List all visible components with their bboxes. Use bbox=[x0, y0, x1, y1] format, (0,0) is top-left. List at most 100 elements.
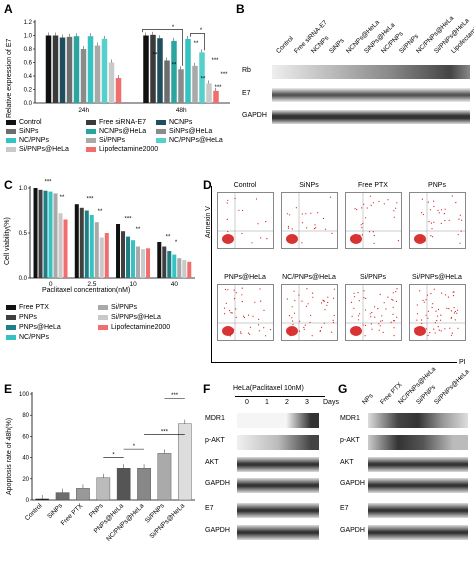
cell-dot bbox=[366, 207, 368, 209]
cell-dot bbox=[439, 319, 442, 321]
cell-dot bbox=[394, 320, 396, 322]
chart-e-bar bbox=[55, 492, 70, 501]
cell-dot bbox=[311, 335, 313, 337]
cell-dot bbox=[441, 292, 443, 294]
blot-g-band bbox=[368, 503, 468, 518]
cell-dot bbox=[242, 209, 244, 212]
cell-dot bbox=[381, 315, 383, 317]
cell-dot bbox=[232, 331, 234, 333]
cell-dot bbox=[303, 326, 305, 329]
cell-dot bbox=[241, 287, 243, 289]
legend-item: PNPs@HeLa bbox=[6, 324, 61, 331]
chart-a-ytick-label: 1.2 bbox=[24, 20, 33, 26]
cell-dot bbox=[459, 214, 461, 216]
chart-c-significance: *** bbox=[44, 180, 52, 186]
cell-dot bbox=[377, 308, 379, 310]
chart-a-ytick-label: 1.0 bbox=[24, 34, 33, 40]
blot-g-row-label: MDR1 bbox=[340, 415, 360, 422]
cell-dot bbox=[309, 321, 311, 323]
legend-swatch bbox=[6, 325, 16, 330]
cell-dot bbox=[353, 307, 355, 309]
chart-a-bar bbox=[157, 38, 163, 104]
cell-dot bbox=[304, 324, 306, 326]
cell-dot bbox=[433, 328, 435, 330]
cell-dot bbox=[378, 323, 380, 325]
blot-b-row-label: Rb bbox=[242, 67, 251, 74]
legend-label: NC/PNPs bbox=[19, 334, 49, 341]
cell-dot bbox=[433, 221, 435, 223]
cell-dot bbox=[365, 297, 367, 300]
cell-dot bbox=[421, 198, 423, 200]
cell-dot bbox=[416, 333, 418, 335]
cell-dot bbox=[240, 332, 242, 335]
legend-item: NC/PNPs@HeLa bbox=[156, 137, 223, 144]
cell-dot bbox=[295, 207, 297, 209]
blot-g-row-label: AKT bbox=[340, 459, 354, 466]
cell-dot bbox=[365, 217, 367, 219]
cell-dot bbox=[241, 294, 243, 296]
flow-panel-title: PNPs bbox=[428, 182, 446, 189]
cell-dot bbox=[332, 321, 334, 323]
chart-c-ytick-label: 1.0 bbox=[19, 186, 28, 192]
cell-dot bbox=[395, 207, 397, 209]
legend-label: Free siRNA-E7 bbox=[99, 119, 147, 126]
cell-dot bbox=[370, 323, 372, 325]
cell-dot bbox=[391, 298, 393, 300]
cell-dot bbox=[257, 223, 259, 225]
legend-item: Lipofectamine2000 bbox=[98, 324, 170, 331]
cell-dot bbox=[226, 218, 228, 220]
chart-c-significance: ** bbox=[60, 195, 65, 201]
chart-c-bar bbox=[99, 237, 104, 278]
cell-cluster bbox=[286, 326, 298, 336]
blot-b-band bbox=[272, 110, 470, 124]
chart-c-xlabel: Paclitaxel concentration(nM) bbox=[42, 287, 131, 294]
chart-a-bar bbox=[101, 38, 108, 103]
cell-dot bbox=[392, 313, 394, 315]
chart-e-bar bbox=[96, 477, 111, 501]
flow-panel-title: NC/PNPs@HeLa bbox=[282, 274, 336, 281]
legend-item: Free PTX bbox=[6, 304, 49, 311]
cell-dot bbox=[310, 212, 312, 214]
cell-dot bbox=[260, 237, 262, 239]
blot-g-row-label: GAPDH bbox=[340, 480, 365, 487]
legend-item: SiNPs bbox=[6, 128, 38, 135]
cell-dot bbox=[228, 237, 230, 240]
cell-dot bbox=[387, 199, 389, 201]
western-blot-g: NPs Free PTX NC/PNPs@HeLa Si/PNPs Si/PNPs@He… bbox=[338, 366, 474, 555]
legend-swatch bbox=[86, 120, 96, 125]
chart-a-bar bbox=[164, 60, 170, 103]
chart-e-ytick-label: 60 bbox=[22, 434, 29, 440]
cell-dot bbox=[306, 227, 308, 229]
cell-dot bbox=[396, 288, 398, 290]
legend-swatch bbox=[98, 325, 108, 330]
blot-f-band bbox=[237, 413, 319, 428]
cell-dot bbox=[356, 208, 358, 211]
cell-dot bbox=[241, 300, 243, 303]
cell-dot bbox=[350, 237, 352, 239]
legend-item: PNPs bbox=[6, 314, 37, 321]
cell-dot bbox=[258, 318, 260, 320]
cell-dot bbox=[289, 214, 291, 216]
cell-dot bbox=[430, 293, 432, 295]
panel-label-e: E bbox=[4, 382, 13, 396]
chart-a-ytick-label: 0.8 bbox=[24, 47, 33, 53]
cell-dot bbox=[314, 224, 316, 226]
cell-dot bbox=[324, 228, 327, 230]
cell-dot bbox=[393, 216, 395, 218]
cell-dot bbox=[453, 307, 455, 309]
cell-dot bbox=[373, 242, 375, 244]
blot-g-band bbox=[368, 413, 468, 428]
chart-a-bar bbox=[73, 36, 80, 103]
blot-b-row-label: GAPDH bbox=[242, 112, 267, 119]
cell-dot bbox=[456, 312, 458, 314]
cell-dot bbox=[260, 300, 262, 302]
cell-dot bbox=[354, 208, 356, 210]
flow-panel-title: Control bbox=[233, 182, 257, 189]
cell-dot bbox=[286, 298, 288, 300]
cell-dot bbox=[387, 296, 389, 298]
chart-c-significance: *** bbox=[86, 197, 94, 203]
blot-f-title: HeLa(Paclitaxel 10nM) bbox=[233, 385, 304, 392]
cell-dot bbox=[373, 235, 375, 237]
panel-label-b: B bbox=[236, 2, 245, 16]
cell-dot bbox=[450, 334, 453, 336]
